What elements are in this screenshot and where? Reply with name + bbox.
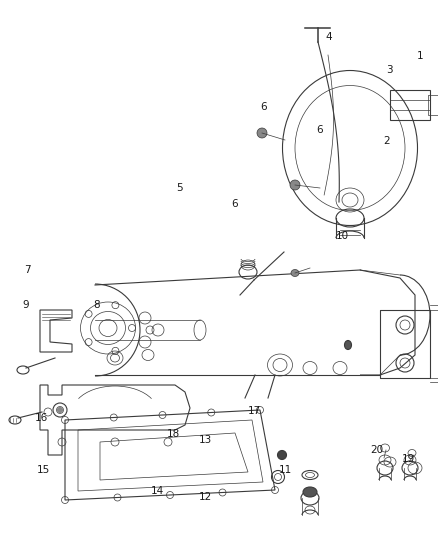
- Circle shape: [57, 408, 62, 413]
- Text: 14: 14: [150, 487, 163, 496]
- Text: 11: 11: [278, 465, 291, 475]
- Text: 8: 8: [93, 300, 100, 310]
- Text: 13: 13: [198, 435, 212, 445]
- Text: 6: 6: [315, 125, 322, 134]
- Text: 9: 9: [22, 300, 29, 310]
- Text: 19: 19: [401, 455, 414, 464]
- Text: 15: 15: [36, 465, 49, 475]
- Ellipse shape: [256, 128, 266, 138]
- Text: 6: 6: [259, 102, 266, 111]
- Text: 7: 7: [24, 265, 31, 275]
- Text: 10: 10: [335, 231, 348, 240]
- Text: 16: 16: [35, 414, 48, 423]
- Ellipse shape: [302, 487, 316, 497]
- Text: 1: 1: [416, 51, 423, 61]
- Ellipse shape: [344, 341, 351, 350]
- Text: 6: 6: [231, 199, 238, 208]
- Text: 2: 2: [382, 136, 389, 146]
- Ellipse shape: [290, 180, 299, 190]
- Text: 20: 20: [369, 446, 382, 455]
- Ellipse shape: [277, 450, 286, 459]
- Text: 5: 5: [176, 183, 183, 192]
- Text: 4: 4: [324, 33, 331, 42]
- Text: 18: 18: [166, 430, 180, 439]
- Text: 3: 3: [385, 66, 392, 75]
- Text: 17: 17: [247, 407, 261, 416]
- Ellipse shape: [290, 270, 298, 277]
- Text: 12: 12: [198, 492, 212, 502]
